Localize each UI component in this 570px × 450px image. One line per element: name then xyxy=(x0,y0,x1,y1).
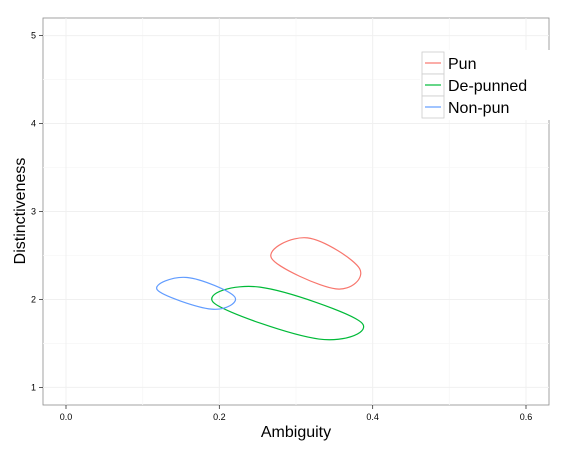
y-tick-label: 1 xyxy=(31,382,36,392)
x-axis-title: Ambiguity xyxy=(261,424,331,441)
legend-label: Non-pun xyxy=(448,100,509,117)
x-axis-ticks: 0.0 0.2 0.4 0.6 xyxy=(60,405,533,422)
grid-major xyxy=(43,18,549,405)
y-axis-title: Distinctiveness xyxy=(12,158,29,265)
y-tick-label: 3 xyxy=(31,207,36,217)
y-axis-ticks: 1 2 3 4 5 xyxy=(31,31,43,392)
legend-label: De-punned xyxy=(448,78,527,95)
y-tick-label: 5 xyxy=(31,31,36,41)
series-ellipses xyxy=(156,237,365,341)
y-tick-label: 2 xyxy=(31,294,36,304)
ellipse-non-pun xyxy=(156,276,237,310)
ellipse-de-punned xyxy=(211,285,365,341)
y-tick-label: 4 xyxy=(31,119,36,129)
legend: Pun De-punned Non-pun xyxy=(420,50,550,120)
ellipse-pun xyxy=(270,237,362,290)
x-tick-label: 0.2 xyxy=(213,412,226,422)
x-tick-label: 0.6 xyxy=(520,412,533,422)
legend-label: Pun xyxy=(448,56,476,73)
x-tick-label: 0.4 xyxy=(366,412,379,422)
x-tick-label: 0.0 xyxy=(60,412,73,422)
